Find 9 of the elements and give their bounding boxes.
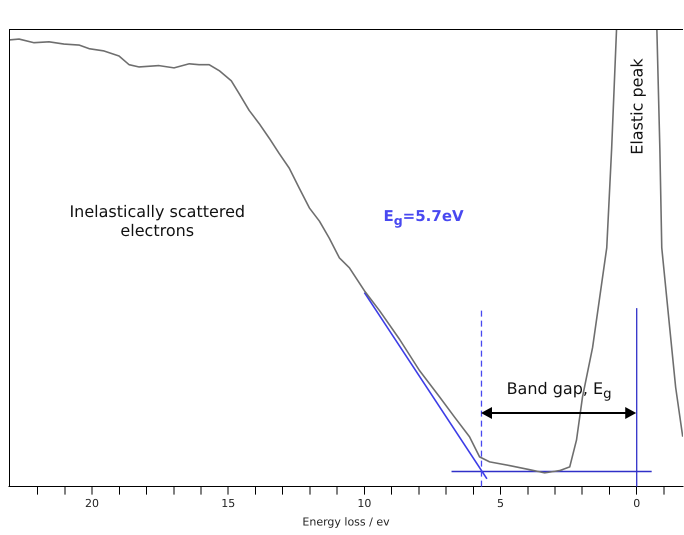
x-tick-label: 20	[85, 497, 100, 510]
x-tick-label: 10	[357, 497, 372, 510]
x-tick-label: 15	[221, 497, 236, 510]
x-tick-label: 5	[497, 497, 504, 510]
ref-line-label: E$_{g}$=5.7eV	[383, 207, 464, 228]
x-axis-title: Energy loss / ev	[302, 515, 390, 528]
annotation: Inelastically scattered electrons	[68, 202, 246, 241]
annotation: Elastic peak	[627, 58, 646, 156]
x-tick-label: 0	[633, 497, 640, 510]
